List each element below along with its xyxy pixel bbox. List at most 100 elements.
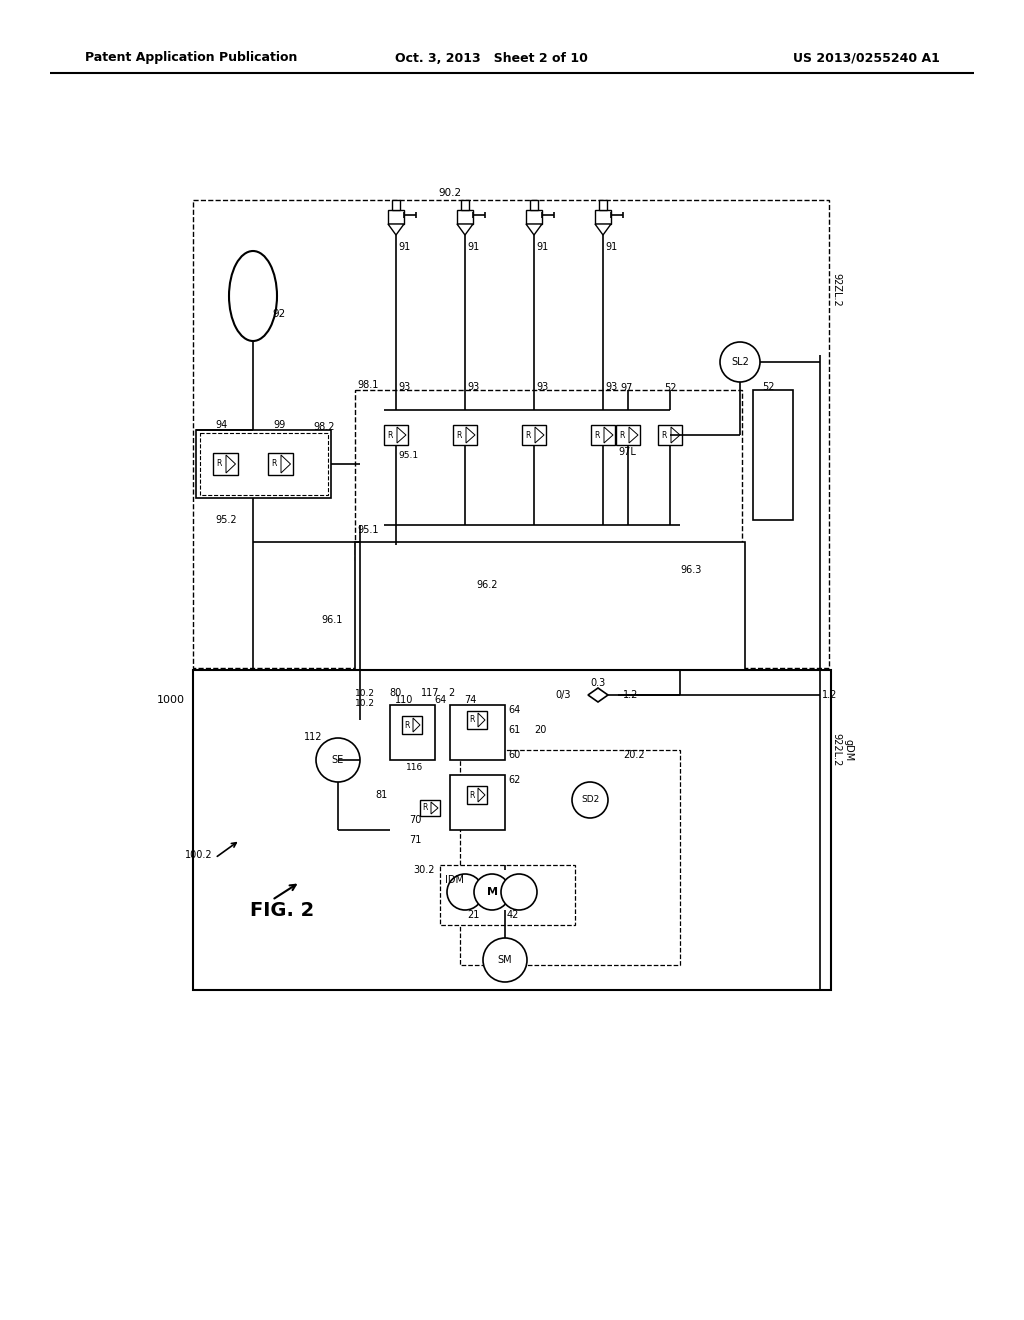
Text: 0/3: 0/3: [555, 690, 570, 700]
Text: 96.2: 96.2: [476, 579, 498, 590]
Text: 94: 94: [215, 420, 227, 430]
Text: M: M: [486, 887, 498, 898]
Text: FIG. 2: FIG. 2: [250, 900, 314, 920]
Text: 42: 42: [507, 909, 519, 920]
Text: 112: 112: [304, 733, 323, 742]
Bar: [658, 425, 682, 445]
Text: 90.2: 90.2: [438, 187, 461, 198]
Bar: [453, 425, 477, 445]
Circle shape: [720, 342, 760, 381]
Text: 61: 61: [508, 725, 520, 735]
Text: 1.2: 1.2: [822, 690, 838, 700]
Bar: [595, 210, 611, 224]
Bar: [460, 750, 680, 965]
Bar: [384, 425, 408, 445]
Bar: [355, 389, 742, 560]
Text: 92: 92: [272, 309, 286, 319]
Polygon shape: [457, 224, 473, 235]
Text: Patent Application Publication: Patent Application Publication: [85, 51, 297, 65]
Text: 0.3: 0.3: [591, 678, 605, 688]
Bar: [530, 201, 538, 210]
Text: 1.2: 1.2: [623, 690, 638, 700]
Text: 97L: 97L: [618, 447, 636, 457]
Text: 20.2: 20.2: [624, 750, 645, 760]
Bar: [213, 453, 238, 475]
Text: SD2: SD2: [581, 796, 599, 804]
Text: 52: 52: [762, 381, 774, 392]
Bar: [420, 800, 440, 816]
Circle shape: [316, 738, 360, 781]
Text: 116: 116: [407, 763, 424, 772]
Circle shape: [483, 939, 527, 982]
Circle shape: [447, 874, 483, 909]
Polygon shape: [413, 718, 420, 733]
Polygon shape: [466, 426, 475, 444]
Text: 96.1: 96.1: [322, 615, 343, 624]
Bar: [392, 201, 400, 210]
Bar: [450, 775, 505, 830]
Polygon shape: [478, 788, 485, 803]
Polygon shape: [397, 426, 406, 444]
Polygon shape: [478, 713, 485, 727]
Text: 1000: 1000: [157, 696, 185, 705]
Bar: [599, 201, 607, 210]
Text: US 2013/0255240 A1: US 2013/0255240 A1: [794, 51, 940, 65]
Text: 95.1: 95.1: [398, 451, 418, 461]
Text: 92ZL.2: 92ZL.2: [831, 273, 841, 306]
Text: 91: 91: [398, 242, 411, 252]
Bar: [388, 210, 404, 224]
Text: 2: 2: [447, 688, 454, 698]
Ellipse shape: [229, 251, 278, 341]
Text: 100.2: 100.2: [185, 850, 213, 861]
Text: 52: 52: [664, 383, 677, 393]
Text: R: R: [404, 721, 410, 730]
Text: 60: 60: [508, 750, 520, 760]
Bar: [616, 425, 640, 445]
Text: 97: 97: [620, 383, 633, 393]
Circle shape: [572, 781, 608, 818]
Text: 98.2: 98.2: [313, 422, 335, 432]
Text: SL2: SL2: [731, 356, 749, 367]
Text: 70: 70: [409, 814, 421, 825]
Text: 95.2: 95.2: [215, 515, 237, 525]
Polygon shape: [604, 426, 613, 444]
Bar: [526, 210, 542, 224]
Bar: [753, 389, 793, 520]
Text: Oct. 3, 2013   Sheet 2 of 10: Oct. 3, 2013 Sheet 2 of 10: [395, 51, 588, 65]
Text: 922L.2: 922L.2: [831, 734, 841, 767]
Text: R: R: [457, 430, 462, 440]
Polygon shape: [431, 803, 438, 814]
Bar: [196, 430, 331, 498]
Bar: [467, 785, 487, 804]
Bar: [200, 433, 328, 495]
Polygon shape: [526, 224, 542, 235]
Text: 98.1: 98.1: [357, 380, 379, 389]
Text: 62: 62: [508, 775, 520, 785]
Bar: [390, 705, 435, 760]
Text: 93: 93: [605, 381, 617, 392]
Text: 117: 117: [421, 688, 439, 698]
Polygon shape: [281, 455, 291, 473]
Polygon shape: [588, 688, 608, 702]
Bar: [461, 201, 469, 210]
Text: 91: 91: [605, 242, 617, 252]
Text: 10.2: 10.2: [355, 698, 375, 708]
Bar: [402, 715, 422, 734]
Polygon shape: [595, 224, 611, 235]
Text: gDM: gDM: [843, 739, 853, 762]
Text: R: R: [662, 430, 667, 440]
Text: 20: 20: [534, 725, 546, 735]
Bar: [457, 210, 473, 224]
Bar: [267, 453, 293, 475]
Text: SE: SE: [332, 755, 344, 766]
Text: R: R: [422, 804, 428, 813]
Text: 30.2: 30.2: [414, 865, 435, 875]
Text: 96.3: 96.3: [680, 565, 701, 576]
Polygon shape: [226, 455, 236, 473]
Text: R: R: [620, 430, 625, 440]
Text: 93: 93: [536, 381, 548, 392]
Text: 91: 91: [467, 242, 479, 252]
Bar: [440, 865, 575, 925]
Text: 110: 110: [395, 696, 414, 705]
Text: 64: 64: [435, 696, 447, 705]
